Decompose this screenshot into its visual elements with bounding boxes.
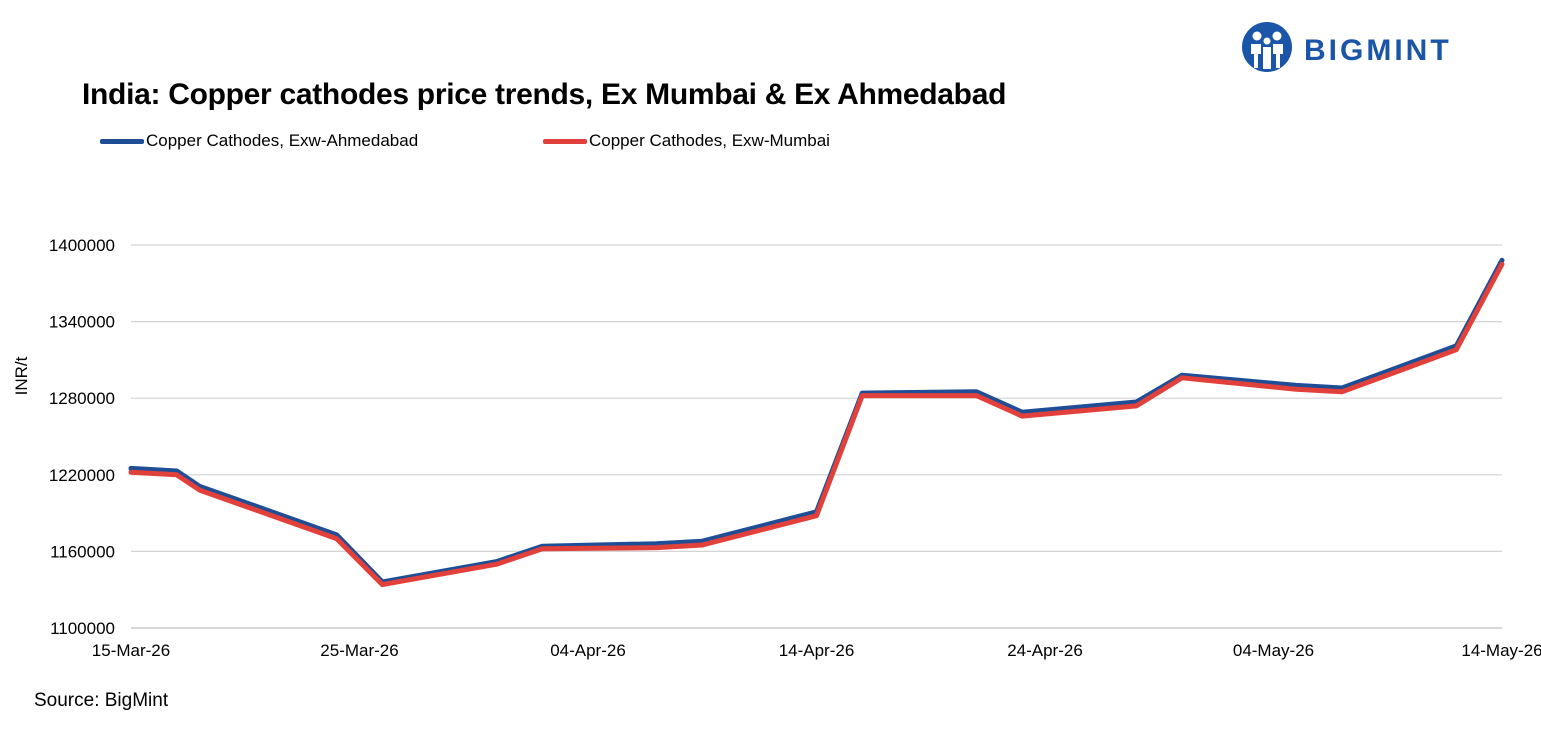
series-line-ahmedabad bbox=[128, 257, 1505, 585]
x-tick-label: 15-Mar-26 bbox=[92, 641, 170, 660]
legend-label-mumbai: Copper Cathodes, Exw-Mumbai bbox=[589, 131, 830, 150]
x-tick-label: 14-Apr-26 bbox=[779, 641, 855, 660]
y-tick-label: 1400000 bbox=[49, 236, 115, 255]
x-tick-label: 04-Apr-26 bbox=[550, 641, 626, 660]
x-tick-label: 24-Apr-26 bbox=[1007, 641, 1083, 660]
x-tick-label: 04-May-26 bbox=[1233, 641, 1314, 660]
y-tick-label: 1280000 bbox=[49, 389, 115, 408]
brand-logo-mark: BIGMINT bbox=[1242, 22, 1452, 72]
x-tick-label: 14-May-26 bbox=[1461, 641, 1541, 660]
brand-logo-text: BIGMINT bbox=[1304, 34, 1452, 67]
legend-item-mumbai: Copper Cathodes, Exw-Mumbai bbox=[543, 130, 830, 152]
legend-label-ahmedabad: Copper Cathodes, Exw-Ahmedabad bbox=[146, 131, 419, 150]
chart-title: India: Copper cathodes price trends, Ex … bbox=[82, 78, 1007, 111]
legend-swatch-mumbai bbox=[543, 138, 587, 144]
legend-swatch-ahmedabad bbox=[100, 138, 144, 144]
y-tick-label: 1340000 bbox=[49, 313, 115, 332]
source-note: Source: BigMint bbox=[34, 690, 169, 711]
y-tick-label: 1100000 bbox=[50, 619, 115, 638]
x-tick-label: 25-Mar-26 bbox=[320, 641, 398, 660]
series-line-mumbai bbox=[128, 261, 1505, 588]
y-axis-label: INR/t bbox=[12, 356, 31, 395]
legend-item-ahmedabad: Copper Cathodes, Exw-Ahmedabad bbox=[100, 130, 418, 152]
y-tick-label: 1160000 bbox=[50, 542, 115, 561]
y-tick-label: 1220000 bbox=[49, 466, 115, 485]
brand-logo: BIGMINT bbox=[1242, 22, 1504, 76]
